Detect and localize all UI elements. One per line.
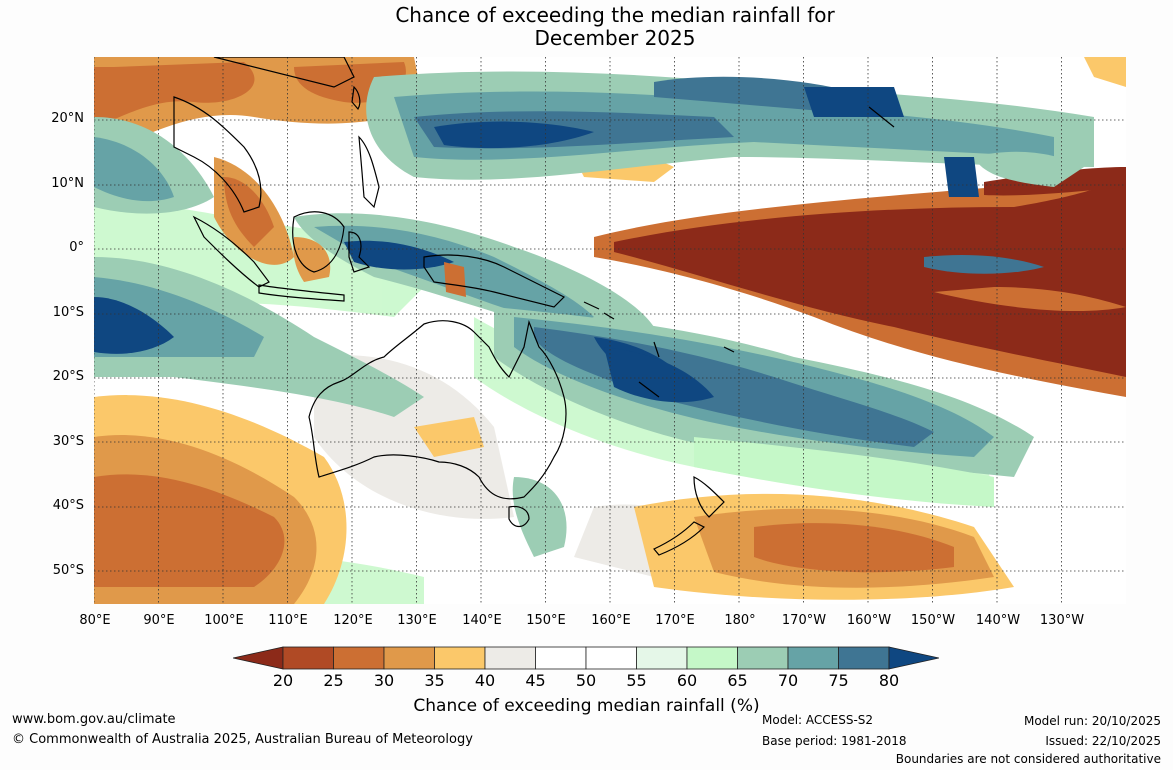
lon-label-170w: 170°W [781, 613, 827, 628]
graticule [94, 57, 1126, 604]
map-svg [94, 57, 1126, 604]
lon-label-80e: 80°E [79, 613, 111, 628]
colorbar-tick-60: 60 [676, 671, 698, 690]
vanuatu-coastline [653, 341, 660, 358]
colorbar-extend-below [233, 646, 284, 670]
map-title: Chance of exceeding the median rainfall … [0, 4, 1173, 50]
colorbar-tick-30: 30 [373, 671, 395, 690]
colorbar-tick-65: 65 [727, 671, 748, 690]
new-guinea-coastline [423, 254, 566, 308]
borneo-coastline [292, 211, 345, 273]
maritime-dry-patches [224, 177, 466, 297]
colorbar-bin-35-40 [434, 646, 486, 670]
lat-label-40s: 40°S [52, 498, 84, 513]
taiwan-coastline [351, 85, 361, 111]
lon-label-160w: 160°W [846, 613, 892, 628]
lon-label-140e: 140°E [462, 613, 502, 628]
lon-label-90e: 90°E [143, 613, 175, 628]
colorbar-bin-70-75 [787, 646, 839, 670]
philippines-coastline [358, 135, 380, 209]
lon-label-130e: 130°E [397, 613, 437, 628]
java-coastline [258, 284, 345, 302]
field-below-median [94, 57, 1126, 604]
colorbar-extend-above [888, 646, 939, 670]
disclaimer-text: Boundaries are not considered authoritat… [895, 752, 1161, 766]
colorbar-bin-65-70 [737, 646, 789, 670]
lat-label-50s: 50°S [52, 563, 84, 578]
lat-label-30s: 30°S [52, 434, 84, 449]
colorbar-bin-40-45 [484, 646, 536, 670]
copyright-text: © Commonwealth of Australia 2025, Austra… [12, 732, 473, 747]
issued-text: Issued: 22/10/2025 [1045, 734, 1161, 748]
colorbar-tick-40: 40 [474, 671, 496, 690]
lon-label-130w: 130°W [1039, 613, 1085, 628]
rainfall-probability-map [94, 57, 1126, 604]
new-caledonia-coastline [638, 381, 660, 398]
colorbar-tick-20: 20 [272, 671, 294, 690]
website-link[interactable]: www.bom.gov.au/climate [12, 712, 176, 727]
sumatra-coastline [192, 215, 270, 288]
colorbar-bin-55-60 [636, 646, 688, 670]
colorbar-label: Chance of exceeding median rainfall (%) [413, 696, 760, 716]
colorbar-bin-60-65 [686, 646, 738, 670]
colorbar-tick-80: 80 [878, 671, 900, 690]
lon-label-160e: 160°E [591, 613, 631, 628]
colorbar-bin-25-30 [333, 646, 385, 670]
lat-label-20s: 20°S [52, 369, 84, 384]
lat-label-10s: 10°S [52, 305, 84, 320]
new-zealand-north-coastline [693, 476, 725, 518]
australia-coastline [308, 319, 567, 500]
field-above-median [94, 71, 1094, 557]
colorbar-tick-70: 70 [777, 671, 799, 690]
colorbar [233, 646, 939, 670]
colorbar-tick-75: 75 [828, 671, 849, 690]
colorbar-tick-25: 25 [323, 671, 344, 690]
solomon-islands-coastline [583, 301, 615, 320]
coastlines [173, 57, 895, 556]
colorbar-bin-50-55 [585, 646, 637, 670]
lon-label-180: 180° [724, 613, 756, 628]
colorbar-bin-45-50 [535, 646, 587, 670]
model-text: Model: ACCESS-S2 [762, 713, 874, 727]
equatorial-dry-tongue [594, 167, 1126, 397]
lat-label-20n: 20°N [51, 111, 84, 126]
colorbar-bin-30-35 [383, 646, 435, 670]
colorbar-tick-45: 45 [525, 671, 546, 690]
title-line-1: Chance of exceeding the median rainfall … [395, 3, 835, 27]
sulawesi-coastline [348, 231, 371, 273]
new-zealand-south-coastline [653, 521, 706, 556]
hawaii-coastline [868, 106, 895, 128]
colorbar-bin-75-80 [838, 646, 890, 670]
china-coastline [213, 57, 355, 88]
lat-label-0: 0° [69, 240, 84, 255]
lon-label-150e: 150°E [526, 613, 566, 628]
colorbar-tick-35: 35 [424, 671, 445, 690]
lon-label-140w: 140°W [975, 613, 1021, 628]
lon-label-170e: 170°E [655, 613, 695, 628]
lon-label-120e: 120°E [333, 613, 373, 628]
lon-label-110e: 110°E [268, 613, 308, 628]
title-line-2: December 2025 [534, 26, 696, 50]
indochina-coastline [173, 96, 262, 213]
fiji-coastline [723, 346, 735, 353]
lat-label-10n: 10°N [51, 176, 84, 191]
colorbar-tick-50: 50 [575, 671, 597, 690]
colorbar-tick-55: 55 [626, 671, 647, 690]
colorbar-bin-20-25 [282, 646, 334, 670]
model-run-text: Model run: 20/10/2025 [1023, 714, 1161, 728]
tasmania-coastline [508, 505, 530, 528]
base-period-text: Base period: 1981-2018 [762, 734, 907, 748]
lon-label-150w: 150°W [910, 613, 956, 628]
lon-label-100e: 100°E [204, 613, 244, 628]
